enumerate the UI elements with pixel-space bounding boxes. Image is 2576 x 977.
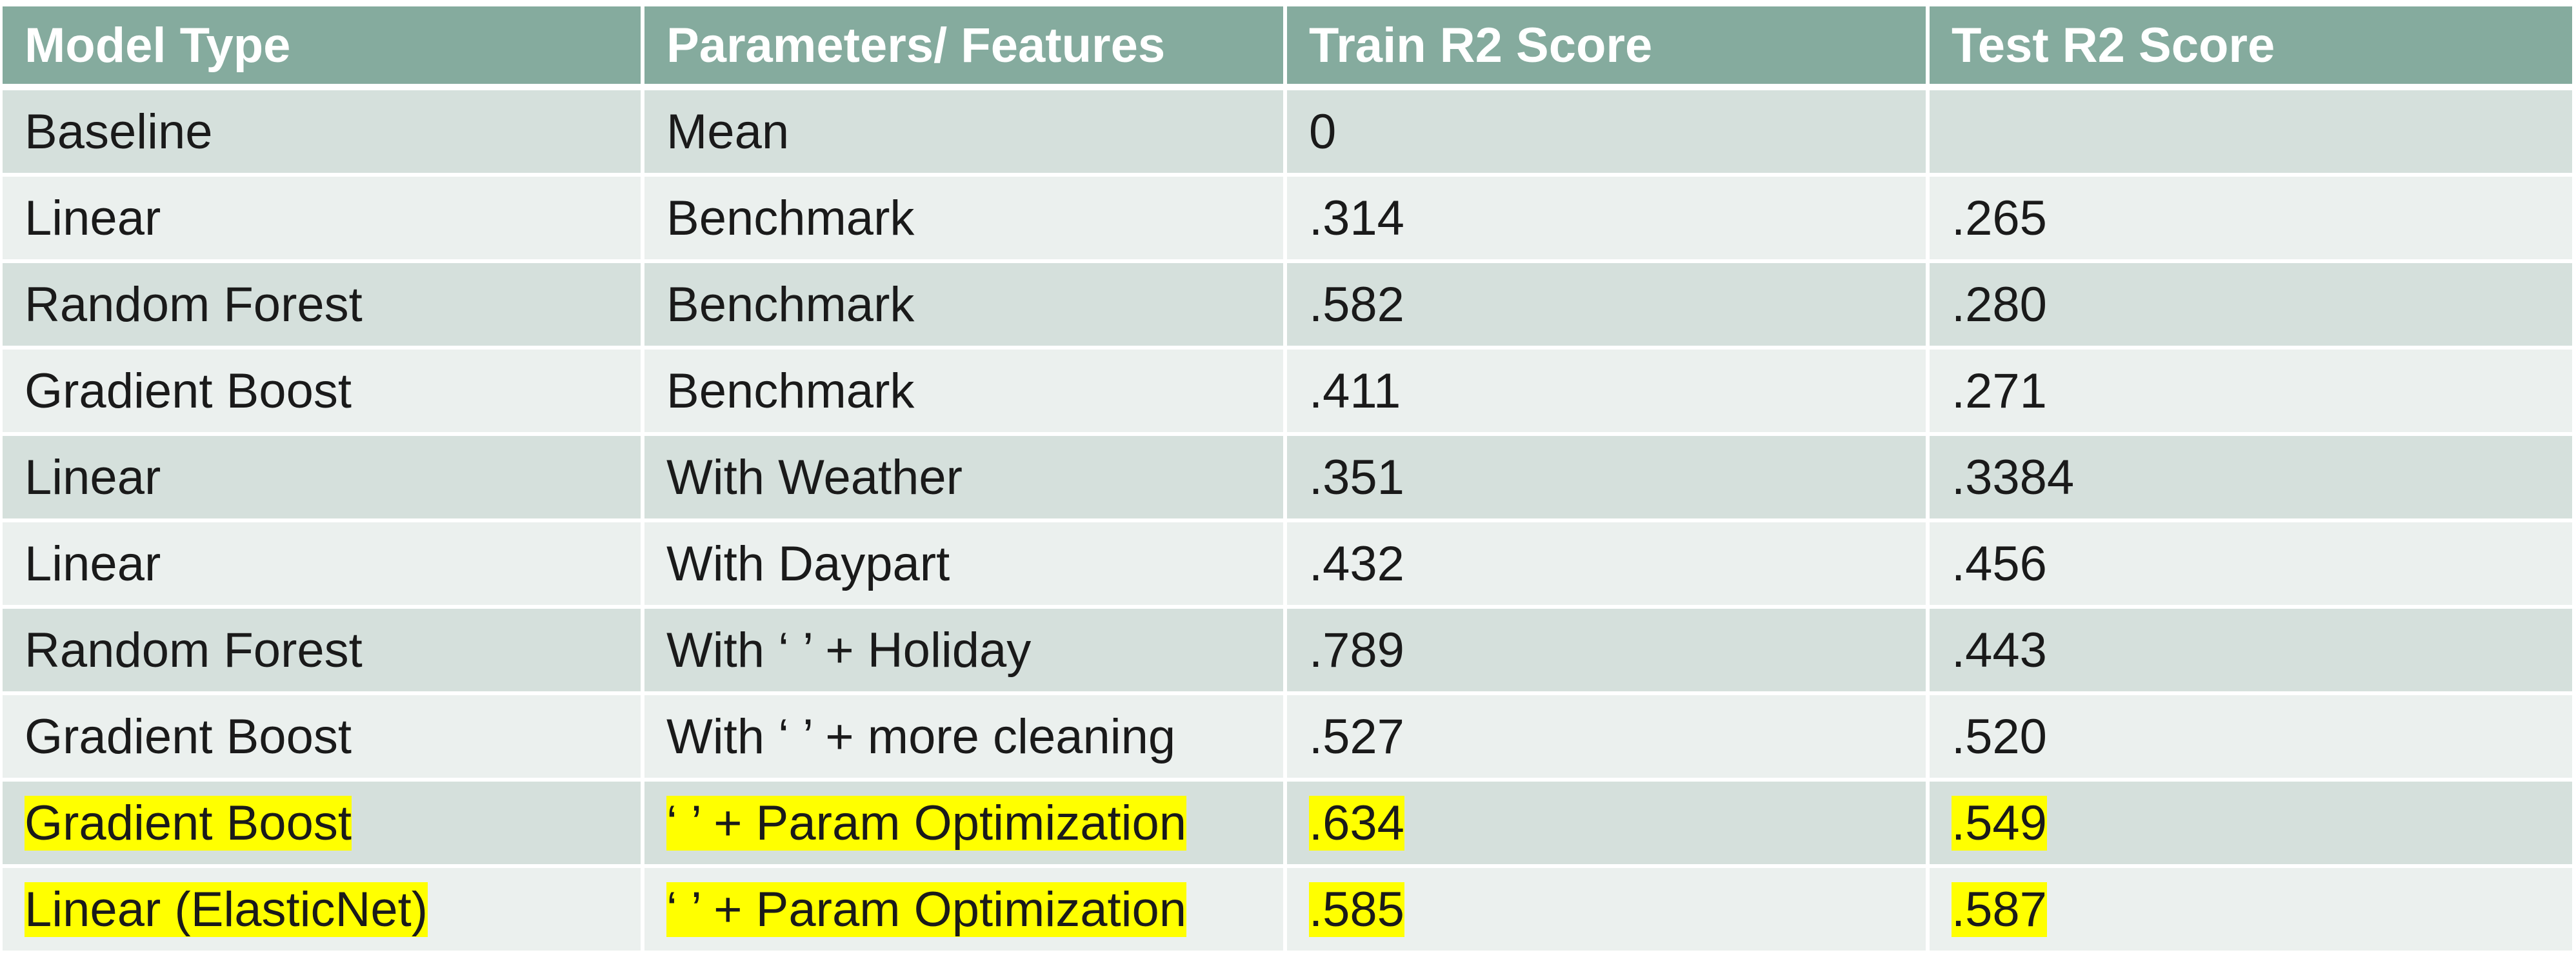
table-row: Linear With Weather .351 .3384: [3, 436, 2572, 522]
header-row: Model Type Parameters/ Features Train R2…: [3, 6, 2572, 90]
model-type-text: Gradient Boost: [25, 363, 352, 419]
table-row: Linear With Daypart .432 .456: [3, 522, 2572, 609]
model-type-text: Baseline: [25, 104, 213, 159]
table-row: Random Forest With ‘ ’ + Holiday .789 .443: [3, 609, 2572, 695]
test-r2-cell: .3384: [1930, 436, 2572, 522]
train-r2-text: 0: [1309, 104, 1337, 159]
model-type-text: Gradient Boost: [25, 709, 352, 764]
model-type-cell: Gradient Boost: [3, 350, 644, 436]
parameters-text: With ‘ ’ + more cleaning: [666, 709, 1176, 764]
parameters-text: With Weather: [666, 449, 963, 505]
train-r2-text: .527: [1309, 709, 1404, 764]
test-r2-text: .443: [1952, 622, 2047, 678]
parameters-cell: Benchmark: [644, 263, 1287, 350]
parameters-cell: ‘ ’ + Param Optimization: [644, 782, 1287, 868]
parameters-cell: With Daypart: [644, 522, 1287, 609]
parameters-cell: Benchmark: [644, 350, 1287, 436]
test-r2-text: .549: [1952, 795, 2047, 851]
table-row: Gradient Boost Benchmark .411 .271: [3, 350, 2572, 436]
test-r2-text: .456: [1952, 536, 2047, 591]
table-row: Linear (ElasticNet) ‘ ’ + Param Optimizat…: [3, 868, 2572, 954]
model-type-text: Gradient Boost: [25, 795, 352, 851]
results-table: Model Type Parameters/ Features Train R2…: [3, 6, 2572, 954]
model-type-text: Random Forest: [25, 622, 363, 678]
parameters-text: Benchmark: [666, 277, 915, 332]
parameters-cell: With Weather: [644, 436, 1287, 522]
train-r2-cell: .432: [1287, 522, 1930, 609]
table-row: Gradient Boost With ‘ ’ + more cleaning .5…: [3, 695, 2572, 782]
train-r2-text: .789: [1309, 622, 1404, 678]
test-r2-text: .280: [1952, 277, 2047, 332]
train-r2-text: .432: [1309, 536, 1404, 591]
column-header-model-type: Model Type: [3, 6, 644, 90]
parameters-text: ‘ ’ + Param Optimization: [666, 795, 1187, 851]
test-r2-cell: .271: [1930, 350, 2572, 436]
parameters-text: With Daypart: [666, 536, 950, 591]
model-type-cell: Random Forest: [3, 609, 644, 695]
model-type-text: Linear: [25, 190, 161, 246]
model-type-cell: Linear: [3, 436, 644, 522]
parameters-text: Benchmark: [666, 363, 915, 419]
train-r2-cell: .411: [1287, 350, 1930, 436]
test-r2-cell: .587: [1930, 868, 2572, 954]
model-type-text: Linear: [25, 536, 161, 591]
model-type-cell: Gradient Boost: [3, 695, 644, 782]
test-r2-cell: [1930, 90, 2572, 177]
train-r2-cell: .314: [1287, 177, 1930, 263]
parameters-text: Mean: [666, 104, 790, 159]
model-type-cell: Linear (ElasticNet): [3, 868, 644, 954]
test-r2-cell: .520: [1930, 695, 2572, 782]
column-header-train-r2: Train R2 Score: [1287, 6, 1930, 90]
train-r2-text: .585: [1309, 882, 1404, 937]
parameters-text: With ‘ ’ + Holiday: [666, 622, 1032, 678]
model-type-cell: Random Forest: [3, 263, 644, 350]
parameters-cell: Benchmark: [644, 177, 1287, 263]
model-type-cell: Linear: [3, 522, 644, 609]
train-r2-cell: .634: [1287, 782, 1930, 868]
parameters-text: ‘ ’ + Param Optimization: [666, 882, 1187, 937]
parameters-cell: ‘ ’ + Param Optimization: [644, 868, 1287, 954]
test-r2-text: .265: [1952, 190, 2047, 246]
test-r2-text: .3384: [1952, 449, 2075, 505]
train-r2-cell: .789: [1287, 609, 1930, 695]
train-r2-cell: .527: [1287, 695, 1930, 782]
train-r2-cell: .585: [1287, 868, 1930, 954]
train-r2-cell: .351: [1287, 436, 1930, 522]
train-r2-text: .582: [1309, 277, 1404, 332]
parameters-cell: With ‘ ’ + Holiday: [644, 609, 1287, 695]
parameters-cell: With ‘ ’ + more cleaning: [644, 695, 1287, 782]
train-r2-cell: 0: [1287, 90, 1930, 177]
test-r2-cell: .456: [1930, 522, 2572, 609]
parameters-cell: Mean: [644, 90, 1287, 177]
parameters-text: Benchmark: [666, 190, 915, 246]
test-r2-cell: .280: [1930, 263, 2572, 350]
model-type-cell: Gradient Boost: [3, 782, 644, 868]
model-type-text: Linear (ElasticNet): [25, 882, 428, 937]
train-r2-text: .351: [1309, 449, 1404, 505]
table-row: Random Forest Benchmark .582 .280: [3, 263, 2572, 350]
table-row: Gradient Boost ‘ ’ + Param Optimization .6…: [3, 782, 2572, 868]
model-type-cell: Linear: [3, 177, 644, 263]
train-r2-text: .411: [1309, 363, 1401, 419]
test-r2-text: .520: [1952, 709, 2047, 764]
train-r2-text: .314: [1309, 190, 1404, 246]
test-r2-cell: .265: [1930, 177, 2572, 263]
test-r2-cell: .443: [1930, 609, 2572, 695]
model-type-cell: Baseline: [3, 90, 644, 177]
test-r2-text: .587: [1952, 882, 2047, 937]
model-type-text: Random Forest: [25, 277, 363, 332]
test-r2-text: .271: [1952, 363, 2047, 419]
table-row: Baseline Mean 0: [3, 90, 2572, 177]
test-r2-cell: .549: [1930, 782, 2572, 868]
train-r2-cell: .582: [1287, 263, 1930, 350]
train-r2-text: .634: [1309, 795, 1404, 851]
column-header-test-r2: Test R2 Score: [1930, 6, 2572, 90]
table-row: Linear Benchmark .314 .265: [3, 177, 2572, 263]
column-header-parameters: Parameters/ Features: [644, 6, 1287, 90]
model-type-text: Linear: [25, 449, 161, 505]
